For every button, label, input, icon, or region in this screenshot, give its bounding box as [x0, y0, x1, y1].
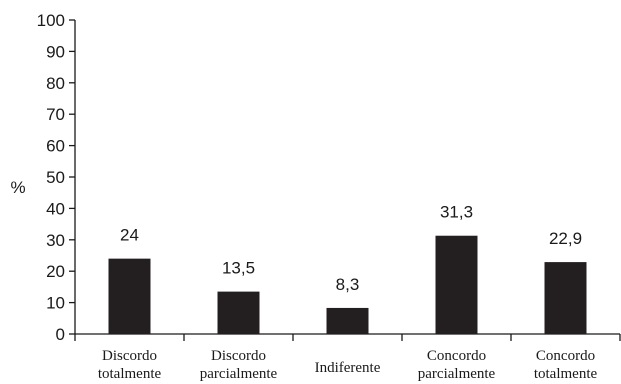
bar	[435, 235, 478, 334]
y-tick-label: 70	[46, 105, 65, 124]
data-label: 22,9	[549, 229, 582, 248]
data-label: 24	[120, 226, 139, 245]
category-label: totalmente	[534, 366, 598, 382]
y-tick-label: 60	[46, 137, 65, 156]
category-labels: Discordo totalmente Discordo parcialmente In…	[98, 348, 598, 382]
y-tick-label: 90	[46, 42, 65, 61]
category-label: Indiferente	[315, 360, 381, 376]
bar	[544, 262, 587, 334]
y-tick-label: 80	[46, 74, 65, 93]
y-axis: 0 10 20 30 40 50 60 70 80 90 100	[37, 11, 76, 344]
bar	[326, 307, 369, 334]
bar	[217, 291, 260, 334]
y-axis-title: %	[10, 178, 25, 197]
bars	[108, 235, 587, 334]
category-label: parcialmente	[200, 366, 278, 382]
data-label: 13,5	[222, 259, 255, 278]
y-tick-label: 30	[46, 231, 65, 250]
data-label: 31,3	[440, 203, 473, 222]
category-label: totalmente	[98, 366, 162, 382]
data-labels: 24 13,5 8,3 31,3 22,9	[120, 203, 582, 294]
category-label: Concordo	[427, 348, 486, 364]
category-label: Concordo	[536, 348, 595, 364]
x-axis	[74, 333, 621, 341]
y-tick-label: 20	[46, 262, 65, 281]
category-label: parcialmente	[418, 366, 496, 382]
bar	[108, 258, 151, 334]
category-label: Discordo	[211, 348, 266, 364]
y-tick-label: 10	[46, 294, 65, 313]
y-tick-label: 40	[46, 199, 65, 218]
y-tick-label: 100	[37, 11, 65, 30]
category-label: Discordo	[102, 348, 157, 364]
data-label: 8,3	[336, 275, 360, 294]
y-tick-label: 50	[46, 168, 65, 187]
y-tick-label: 0	[56, 325, 65, 344]
